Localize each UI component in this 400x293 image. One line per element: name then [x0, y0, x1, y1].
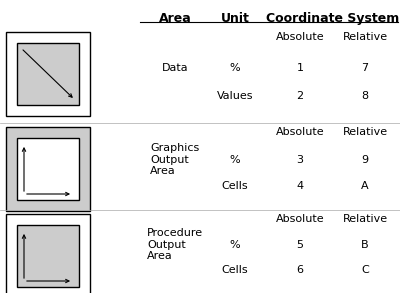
Bar [17, 138, 79, 200]
Text: Cells: Cells [222, 181, 248, 191]
Text: Area: Area [159, 12, 191, 25]
Text: 9: 9 [362, 154, 368, 165]
Text: Values: Values [217, 91, 253, 101]
Text: 7: 7 [362, 63, 368, 73]
Text: Coordinate System: Coordinate System [266, 12, 399, 25]
Text: A: A [361, 181, 369, 191]
Text: Data: Data [162, 63, 188, 73]
Bar [6, 214, 90, 293]
Text: Graphics
Output
Area: Graphics Output Area [150, 143, 200, 176]
Text: 5: 5 [296, 240, 304, 250]
Bar [6, 32, 90, 116]
Text: 6: 6 [296, 265, 304, 275]
Text: 2: 2 [296, 91, 304, 101]
Text: 4: 4 [296, 181, 304, 191]
Bar [6, 127, 90, 211]
Text: Cells: Cells [222, 265, 248, 275]
Text: 3: 3 [296, 154, 304, 165]
Text: Relative: Relative [342, 32, 388, 42]
Text: Absolute: Absolute [276, 32, 324, 42]
Text: Unit: Unit [220, 12, 250, 25]
Text: Relative: Relative [342, 214, 388, 224]
Text: 8: 8 [362, 91, 368, 101]
Bar [17, 43, 79, 105]
Text: B: B [361, 240, 369, 250]
Text: Relative: Relative [342, 127, 388, 137]
Text: Absolute: Absolute [276, 127, 324, 137]
Text: %: % [230, 154, 240, 165]
Text: %: % [230, 63, 240, 73]
Bar [17, 225, 79, 287]
Text: Absolute: Absolute [276, 214, 324, 224]
Text: Procedure
Output
Area: Procedure Output Area [147, 228, 203, 261]
Text: 1: 1 [296, 63, 304, 73]
Text: C: C [361, 265, 369, 275]
Text: %: % [230, 240, 240, 250]
